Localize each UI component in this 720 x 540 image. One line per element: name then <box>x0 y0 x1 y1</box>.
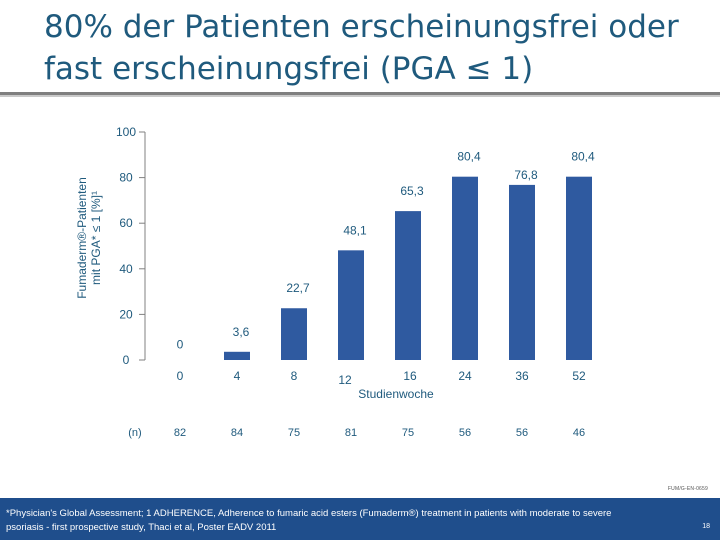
title-divider-shadow <box>0 95 720 97</box>
value-label: 22,7 <box>286 281 310 295</box>
x-tick-label: 52 <box>572 369 586 383</box>
n-value: 75 <box>402 427 414 439</box>
n-value: 84 <box>231 427 243 439</box>
bar <box>452 176 478 360</box>
n-value: 81 <box>345 427 357 439</box>
x-tick-label: 16 <box>403 369 417 383</box>
n-value: 46 <box>573 427 585 439</box>
y-tick-label: 40 <box>119 262 133 276</box>
y-tick-label: 80 <box>119 171 133 185</box>
title-line-2: fast erscheinungsfrei (PGA ≤ 1) <box>44 51 534 87</box>
footnote-line-2: psoriasis - first prospective study, Tha… <box>6 522 277 533</box>
footnote-line-1: *Physician's Global Assessment; 1 ADHERE… <box>6 508 612 519</box>
bar <box>338 250 364 360</box>
n-values: 82 84 75 81 75 56 56 46 <box>174 427 585 439</box>
x-tick-label: 4 <box>234 369 241 383</box>
value-label: 76,8 <box>514 168 538 182</box>
footer-bar <box>0 498 720 540</box>
y-axis-label-line-2: mit PGA* ≤ 1 [%]¹ <box>89 191 103 285</box>
x-tick-label: 8 <box>291 369 298 383</box>
value-label: 80,4 <box>457 150 481 164</box>
x-tick-label: 12 <box>338 373 352 387</box>
slide-title: 80% der Patienten erscheinungsfrei oder … <box>44 6 694 90</box>
value-label: 80,4 <box>571 150 595 164</box>
title-line-1: 80% der Patienten erscheinungsfrei oder <box>44 9 679 45</box>
y-tick-label: 100 <box>116 125 136 139</box>
n-value: 56 <box>516 427 528 439</box>
page-number: 18 <box>702 523 710 530</box>
bar <box>509 184 535 360</box>
n-value: 75 <box>288 427 300 439</box>
n-value: 56 <box>459 427 471 439</box>
n-label: (n) <box>128 427 141 439</box>
y-tick-label: 60 <box>119 216 133 230</box>
value-label: 0 <box>177 338 184 352</box>
x-tick-label: 0 <box>177 369 184 383</box>
value-label: 65,3 <box>400 184 424 198</box>
x-tick-label: 24 <box>458 369 472 383</box>
title-divider <box>0 92 720 95</box>
y-axis-label: Fumaderm®-Patienten mit PGA* ≤ 1 [%]¹ <box>75 177 103 299</box>
y-axis-ticks: 0 20 40 60 80 100 <box>116 125 145 367</box>
y-axis-label-line-1: Fumaderm®-Patienten <box>75 177 89 299</box>
document-code: FUM/G-EN-0659 <box>667 486 708 492</box>
y-tick-label: 0 <box>123 353 130 367</box>
bars <box>224 176 592 360</box>
x-axis-tick-labels: 0 4 8 12 16 24 36 52 <box>177 369 586 387</box>
n-value: 82 <box>174 427 186 439</box>
y-tick-label: 20 <box>119 307 133 321</box>
value-label: 3,6 <box>233 325 250 339</box>
footnote: *Physician's Global Assessment; 1 ADHERE… <box>6 507 696 535</box>
x-axis-label: Studienwoche <box>358 387 434 401</box>
bar <box>224 351 250 360</box>
value-labels: 0 3,6 22,7 48,1 65,3 80,4 76,8 80,4 <box>177 150 595 352</box>
value-label: 48,1 <box>343 223 367 237</box>
bar <box>566 176 592 360</box>
x-tick-label: 36 <box>515 369 529 383</box>
bar <box>281 308 307 360</box>
bar <box>395 211 421 360</box>
